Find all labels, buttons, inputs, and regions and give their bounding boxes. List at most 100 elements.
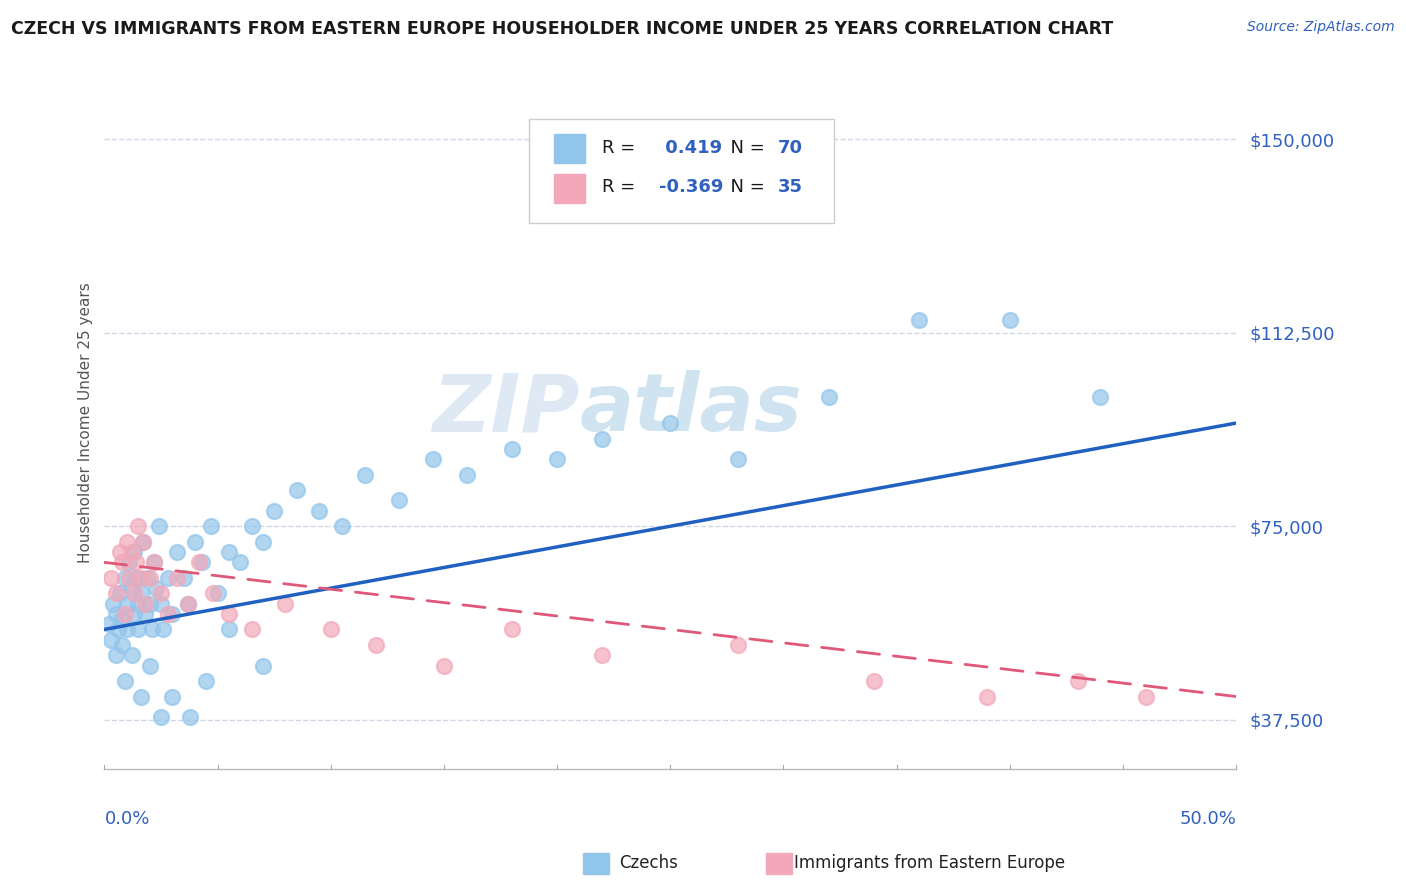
Point xyxy=(727,452,749,467)
Point xyxy=(184,534,207,549)
Text: Immigrants from Eastern Europe: Immigrants from Eastern Europe xyxy=(794,855,1066,872)
Text: N =: N = xyxy=(718,178,770,196)
Point xyxy=(156,571,179,585)
Y-axis label: Householder Income Under 25 years: Householder Income Under 25 years xyxy=(79,283,93,564)
Point xyxy=(177,597,200,611)
Point xyxy=(173,571,195,585)
Point xyxy=(202,586,225,600)
Point xyxy=(285,483,308,497)
Point xyxy=(263,504,285,518)
Point xyxy=(121,648,143,663)
Text: ZIP: ZIP xyxy=(432,370,579,449)
Point xyxy=(319,623,342,637)
Point xyxy=(908,313,931,327)
Point xyxy=(218,545,240,559)
Point xyxy=(125,555,148,569)
Point xyxy=(546,452,568,467)
Point xyxy=(118,571,141,585)
Point xyxy=(125,571,148,585)
Point xyxy=(143,555,166,569)
Point xyxy=(252,534,274,549)
Text: atlas: atlas xyxy=(579,370,803,449)
Point xyxy=(138,571,160,585)
Point xyxy=(127,623,149,637)
Text: CZECH VS IMMIGRANTS FROM EASTERN EUROPE HOUSEHOLDER INCOME UNDER 25 YEARS CORREL: CZECH VS IMMIGRANTS FROM EASTERN EUROPE … xyxy=(11,20,1114,37)
Point xyxy=(111,612,134,626)
Point xyxy=(240,519,263,533)
Point xyxy=(100,571,122,585)
Point xyxy=(177,597,200,611)
Point xyxy=(195,673,218,688)
Point xyxy=(422,452,444,467)
Point xyxy=(149,710,172,724)
Point xyxy=(118,555,141,569)
Point xyxy=(143,555,166,569)
Point xyxy=(252,658,274,673)
Point xyxy=(134,607,156,621)
Point xyxy=(148,519,170,533)
Point xyxy=(127,597,149,611)
Point xyxy=(149,597,172,611)
Point xyxy=(274,597,297,611)
Point xyxy=(129,571,152,585)
Point xyxy=(190,555,212,569)
Point xyxy=(121,545,143,559)
Point xyxy=(998,313,1021,327)
Point xyxy=(97,617,120,632)
Point xyxy=(456,467,478,482)
Point xyxy=(129,586,152,600)
Point xyxy=(132,534,155,549)
Point xyxy=(115,623,138,637)
Point xyxy=(152,623,174,637)
Point xyxy=(591,648,613,663)
Text: -0.369: -0.369 xyxy=(659,178,723,196)
Point xyxy=(111,638,134,652)
Point xyxy=(122,545,145,559)
Bar xyxy=(554,174,585,203)
Bar xyxy=(554,135,585,163)
Point xyxy=(100,632,122,647)
Point xyxy=(218,623,240,637)
Point xyxy=(166,571,188,585)
Point xyxy=(817,390,839,404)
Point xyxy=(240,623,263,637)
Point xyxy=(110,586,132,600)
Point xyxy=(145,581,167,595)
Text: R =: R = xyxy=(602,138,641,156)
Point xyxy=(166,545,188,559)
Point xyxy=(188,555,211,569)
Point xyxy=(129,690,152,704)
Text: N =: N = xyxy=(718,138,770,156)
Point xyxy=(138,597,160,611)
Text: 70: 70 xyxy=(778,138,803,156)
Point xyxy=(103,597,125,611)
Point xyxy=(433,658,456,673)
Text: Czechs: Czechs xyxy=(619,855,678,872)
Point xyxy=(141,623,163,637)
Point xyxy=(122,586,145,600)
Point xyxy=(179,710,201,724)
Point xyxy=(104,607,127,621)
Point xyxy=(308,504,330,518)
FancyBboxPatch shape xyxy=(529,119,834,223)
Point xyxy=(132,534,155,549)
Point xyxy=(1066,673,1088,688)
Point xyxy=(138,658,160,673)
Point xyxy=(110,545,132,559)
Point xyxy=(114,571,136,585)
Point xyxy=(162,607,184,621)
Point xyxy=(659,416,682,430)
Point xyxy=(114,673,136,688)
Point xyxy=(229,555,252,569)
Point xyxy=(501,442,523,456)
Text: 35: 35 xyxy=(778,178,803,196)
Point xyxy=(1090,390,1112,404)
Text: Source: ZipAtlas.com: Source: ZipAtlas.com xyxy=(1247,20,1395,34)
Point xyxy=(104,648,127,663)
Point xyxy=(388,493,411,508)
Point xyxy=(727,638,749,652)
Point xyxy=(115,597,138,611)
Point xyxy=(107,623,129,637)
Point xyxy=(330,519,353,533)
Point xyxy=(353,467,375,482)
